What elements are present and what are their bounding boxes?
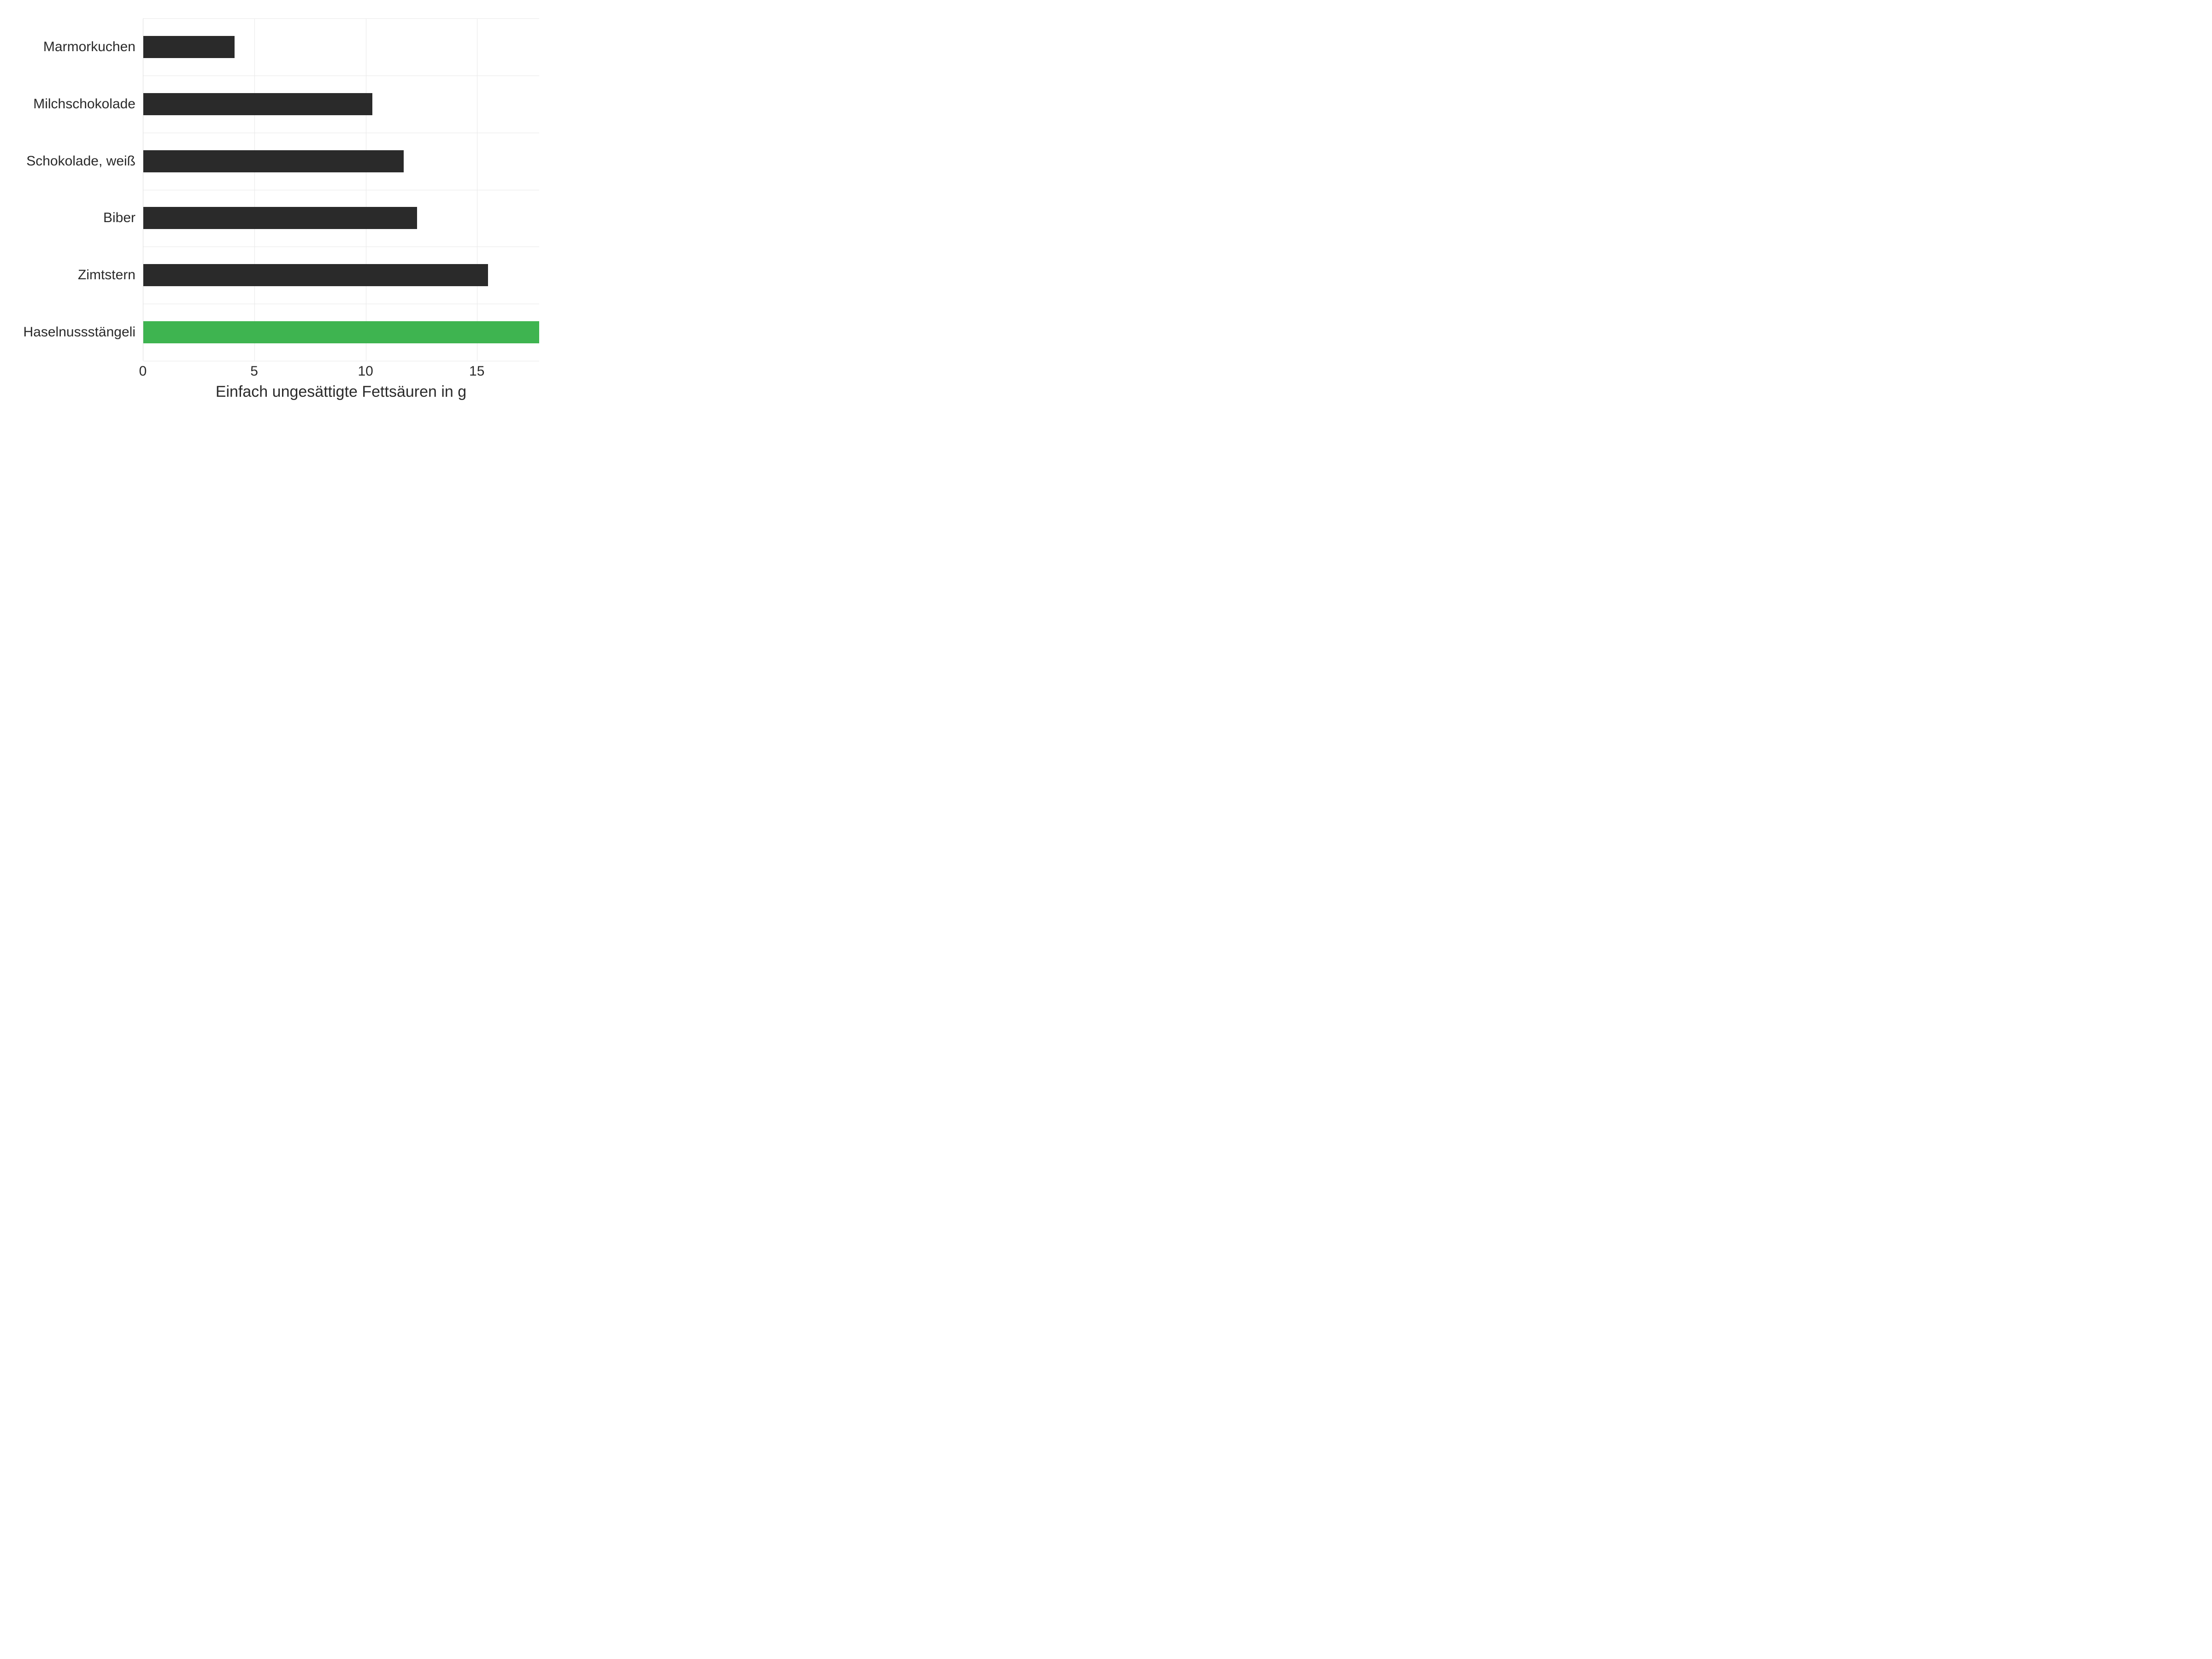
bar-slot (143, 207, 539, 229)
x-tick-label: 0 (139, 364, 147, 379)
bar-slot (143, 321, 539, 343)
bar-slot (143, 150, 539, 172)
y-label: Milchschokolade (14, 96, 135, 112)
x-spacer (14, 383, 143, 401)
x-title-row: Einfach ungesättigte Fettsäuren in g (14, 383, 539, 401)
bars-container (143, 18, 539, 361)
x-axis-title: Einfach ungesättigte Fettsäuren in g (143, 383, 539, 401)
y-label: Schokolade, weiß (14, 153, 135, 170)
bar (143, 264, 488, 286)
bar (143, 321, 539, 343)
x-tick-label: 15 (469, 364, 484, 379)
y-label: Marmorkuchen (14, 39, 135, 55)
y-label: Biber (14, 210, 135, 226)
y-label: Zimtstern (14, 267, 135, 283)
x-tick-label: 10 (358, 364, 373, 379)
bar (143, 36, 235, 58)
x-ticks: 051015 (143, 361, 539, 379)
plot-row: Marmorkuchen Milchschokolade Schokolade,… (14, 18, 539, 361)
y-axis-labels: Marmorkuchen Milchschokolade Schokolade,… (14, 18, 143, 361)
x-spacer (14, 361, 143, 379)
bar-slot (143, 36, 539, 58)
plot-area (143, 18, 539, 361)
y-label: Haselnussstängeli (14, 324, 135, 341)
x-tick-label: 5 (250, 364, 258, 379)
bar-slot (143, 264, 539, 286)
bar-slot (143, 93, 539, 115)
bar (143, 207, 417, 229)
bar-chart: Marmorkuchen Milchschokolade Schokolade,… (14, 18, 539, 401)
bar (143, 150, 404, 172)
x-axis: 0 5 10 15 (14, 361, 539, 379)
bar (143, 93, 372, 115)
